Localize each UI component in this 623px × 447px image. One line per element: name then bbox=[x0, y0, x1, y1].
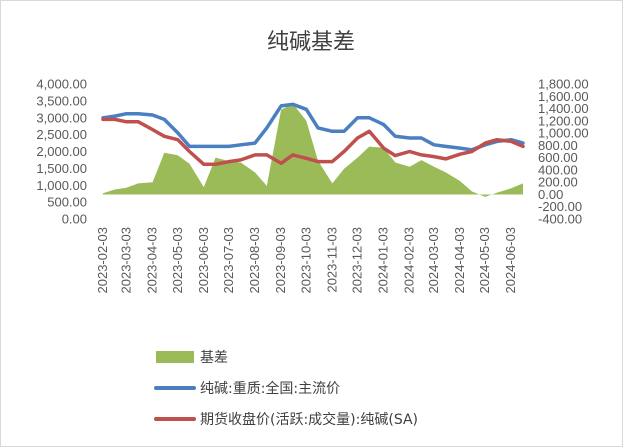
x-tick-label: 2023-12-03 bbox=[350, 227, 365, 294]
left-tick-label: 1,500.00 bbox=[36, 161, 87, 176]
right-tick-label: 0.00 bbox=[538, 187, 563, 202]
left-tick-label: 4,000.00 bbox=[36, 77, 87, 92]
series-basis-area bbox=[103, 103, 523, 197]
left-tick-label: 1,000.00 bbox=[36, 178, 87, 193]
left-axis-ticks: 4,000.003,500.00 3,000.00 2,500.00 2,000.00… bbox=[36, 77, 87, 227]
left-tick-label: 3,500.00 bbox=[36, 93, 87, 108]
x-tick-label: 2023-05-03 bbox=[170, 227, 185, 294]
x-tick-label: 2023-03-03 bbox=[119, 227, 134, 293]
x-tick-label: 2023-10-03 bbox=[298, 227, 313, 294]
right-tick-label: 400.00 bbox=[538, 162, 578, 177]
area-layer bbox=[103, 103, 523, 197]
right-tick-label: 1,800.00 bbox=[538, 77, 589, 92]
x-tick-label: 2024-06-03 bbox=[503, 227, 518, 294]
x-tick-label: 2023-07-03 bbox=[221, 227, 236, 294]
x-tick-label: 2024-03-03 bbox=[426, 227, 441, 294]
right-tick-label: 1,200.00 bbox=[538, 113, 589, 128]
right-tick-label: 1,600.00 bbox=[538, 89, 589, 104]
x-tick-label: 2023-06-03 bbox=[196, 227, 211, 294]
right-tick-label: 200.00 bbox=[538, 175, 578, 190]
x-tick-label: 2023-09-03 bbox=[273, 227, 288, 294]
right-axis-ticks: 1,800.001,600.001,400.001,200.001,000.00… bbox=[538, 77, 589, 227]
x-tick-label: 2023-04-03 bbox=[145, 227, 160, 294]
left-tick-label: 0.00 bbox=[62, 212, 87, 227]
series-line-2 bbox=[101, 117, 525, 167]
left-tick-label: 2,500.00 bbox=[36, 127, 87, 142]
x-tick-label: 2024-05-03 bbox=[477, 227, 492, 294]
legend-label: 基差 bbox=[200, 349, 228, 366]
right-tick-label: -200.00 bbox=[538, 199, 582, 214]
legend-label: 期货收盘价(活跃:成交量):纯碱(SA) bbox=[200, 411, 418, 428]
left-tick-label: 500.00 bbox=[47, 195, 87, 210]
series-line-1 bbox=[101, 102, 525, 152]
left-tick-label: 2,000.00 bbox=[36, 144, 87, 159]
x-tick-label: 2023-11-03 bbox=[324, 227, 339, 293]
chart-title: 纯碱基差 bbox=[267, 30, 355, 55]
left-tick-label: 3,000.00 bbox=[36, 110, 87, 125]
right-tick-label: 1,000.00 bbox=[538, 126, 589, 141]
x-tick-label: 2024-04-03 bbox=[452, 227, 467, 294]
legend-label: 纯碱:重质:全国:主流价 bbox=[200, 380, 340, 397]
x-tick-label: 2024-01-03 bbox=[376, 227, 391, 294]
x-axis-ticks: 2023-02-03 2023-03-03 2023-04-03 2023-05-03… bbox=[95, 227, 518, 294]
x-tick-label: 2024-02-03 bbox=[402, 227, 417, 294]
right-tick-label: 800.00 bbox=[538, 138, 578, 153]
right-tick-label: 600.00 bbox=[538, 150, 578, 165]
x-tick-label: 2023-02-03 bbox=[95, 227, 110, 294]
legend-swatch-area bbox=[156, 351, 194, 363]
right-tick-label: 1,400.00 bbox=[538, 101, 589, 116]
x-tick-label: 2023-08-03 bbox=[247, 227, 262, 294]
line-layer bbox=[101, 102, 525, 167]
right-tick-label: -400.00 bbox=[538, 212, 582, 227]
